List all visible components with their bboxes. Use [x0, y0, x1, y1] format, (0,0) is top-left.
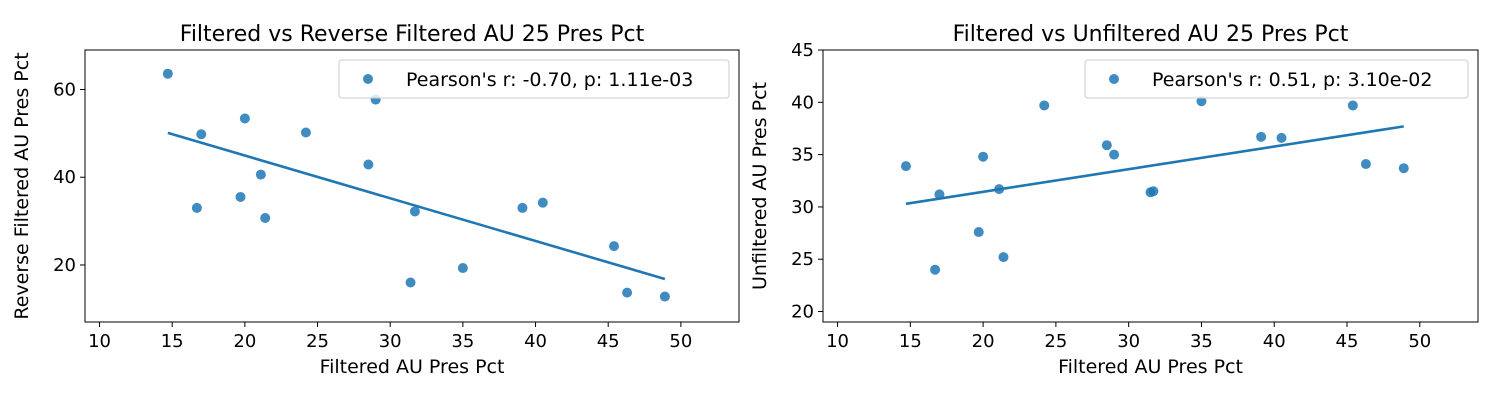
- left-x-tick-label: 50: [669, 331, 692, 352]
- right-data-point: [1148, 186, 1159, 197]
- right-data-point: [1398, 163, 1409, 174]
- right-data-point: [1101, 140, 1112, 151]
- left-data-point: [409, 206, 420, 217]
- right-legend-marker: [1109, 74, 1119, 84]
- right-data-point: [934, 189, 945, 200]
- right-data-point: [1256, 131, 1267, 142]
- right-data-point: [1196, 96, 1207, 107]
- right-data-point: [973, 227, 984, 238]
- right-legend-box: [1084, 59, 1469, 99]
- left-axes-frame: [84, 49, 740, 323]
- right-y-tick-label: 45: [791, 40, 814, 61]
- right-x-tick-label: 50: [1408, 331, 1431, 352]
- right-y-tick-label: 25: [791, 249, 814, 270]
- right-x-tick-label: 35: [1190, 331, 1213, 352]
- right-x-tick-label: 30: [1117, 331, 1140, 352]
- left-data-point: [659, 291, 670, 302]
- right-data-point: [1039, 100, 1050, 111]
- right-y-tick-label: 30: [791, 197, 814, 218]
- right-data-point: [1109, 149, 1120, 160]
- left-data-point: [405, 277, 416, 288]
- left-x-tick-label: 25: [306, 331, 329, 352]
- right-y-axis-label: Unfiltered AU Pres Pct: [749, 82, 771, 290]
- right-data-point: [1360, 159, 1371, 170]
- left-data-point: [162, 68, 173, 79]
- right-x-tick-label: 40: [1263, 331, 1286, 352]
- left-x-tick-label: 30: [379, 331, 402, 352]
- left-x-tick-label: 10: [88, 331, 111, 352]
- right-data-point: [1347, 100, 1358, 111]
- left-data-point: [235, 191, 246, 202]
- left-scatter-panel: Filtered vs Reverse Filtered AU 25 Pres …: [11, 22, 740, 378]
- right-x-tick-label: 45: [1336, 331, 1359, 352]
- right-y-tick-label: 40: [791, 92, 814, 113]
- left-data-point: [196, 129, 207, 140]
- left-data-point: [300, 127, 311, 138]
- left-y-tick-label: 40: [53, 167, 76, 188]
- right-x-tick-label: 20: [972, 331, 995, 352]
- right-axes-frame: [822, 49, 1479, 323]
- left-x-tick-label: 15: [161, 331, 184, 352]
- left-x-tick-label: 35: [451, 331, 474, 352]
- left-legend-marker: [363, 74, 373, 84]
- left-data-point: [363, 159, 374, 170]
- left-legend-label: Pearson's r: -0.70, p: 1.11e-03: [406, 69, 693, 91]
- left-data-point: [517, 202, 528, 213]
- left-data-point: [537, 197, 548, 208]
- right-x-tick-label: 25: [1044, 331, 1067, 352]
- left-chart-title: Filtered vs Reverse Filtered AU 25 Pres …: [180, 22, 645, 47]
- left-y-axis-label: Reverse Filtered AU Pres Pct: [11, 52, 33, 319]
- left-y-tick-label: 20: [53, 255, 76, 276]
- left-y-tick-label: 60: [53, 79, 76, 100]
- right-data-point: [978, 151, 989, 162]
- right-chart-title: Filtered vs Unfiltered AU 25 Pres Pct: [953, 22, 1349, 47]
- right-legend-label: Pearson's r: 0.51, p: 3.10e-02: [1152, 69, 1432, 91]
- left-data-point: [239, 113, 250, 124]
- left-legend-box: [338, 59, 730, 99]
- right-x-axis-label: Filtered AU Pres Pct: [1058, 356, 1243, 378]
- right-y-tick-label: 35: [791, 145, 814, 166]
- left-data-point: [191, 202, 202, 213]
- right-x-tick-label: 15: [899, 331, 922, 352]
- right-x-tick-label: 10: [826, 331, 849, 352]
- left-data-point: [457, 263, 468, 274]
- right-data-point: [900, 161, 911, 172]
- right-data-point: [998, 252, 1009, 263]
- left-regression-line: [167, 131, 666, 281]
- right-y-tick-label: 20: [791, 302, 814, 323]
- right-regression-line: [905, 125, 1404, 206]
- left-data-point: [260, 213, 271, 224]
- left-data-point: [609, 241, 620, 252]
- left-x-tick-label: 40: [524, 331, 547, 352]
- right-data-point: [1276, 132, 1287, 143]
- right-data-point: [930, 264, 941, 275]
- left-x-axis-label: Filtered AU Pres Pct: [320, 356, 505, 378]
- left-data-point: [255, 169, 266, 180]
- left-data-point: [622, 287, 633, 298]
- right-scatter-panel: Filtered vs Unfiltered AU 25 Pres Pct 10 1…: [749, 22, 1479, 378]
- left-x-tick-label: 45: [597, 331, 620, 352]
- left-x-tick-label: 20: [233, 331, 256, 352]
